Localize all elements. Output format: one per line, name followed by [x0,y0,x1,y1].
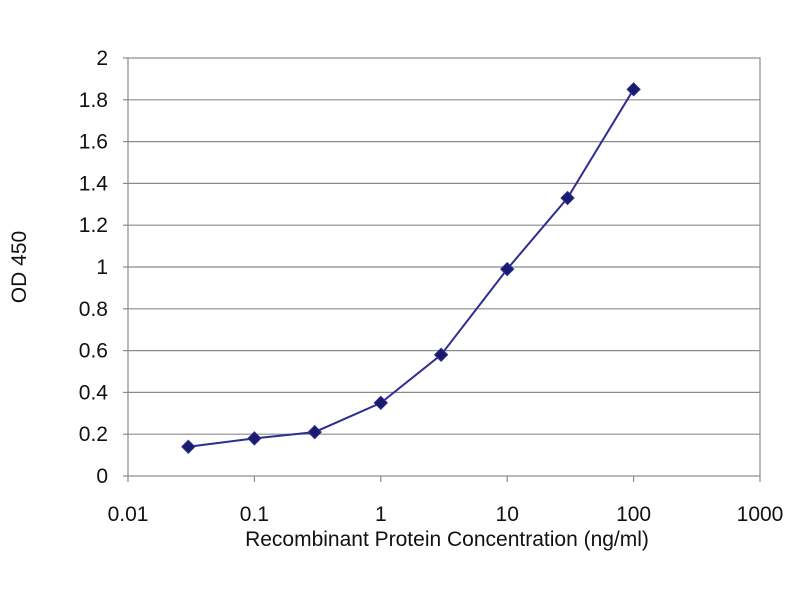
data-point [433,347,449,362]
y-axis-title: OD 450 [8,231,31,303]
series-group [181,82,641,454]
y-axis-ticks: 0 0.2 0.4 0.6 0.8 1 1.2 1.4 1.6 1.8 2 [79,47,128,488]
x-tick-label: 0.1 [240,503,269,526]
x-tick-label: 1000 [737,503,784,526]
y-tick-label: 0.8 [79,298,108,321]
gridlines [128,99,760,435]
y-tick-label: 0.4 [79,381,109,404]
x-tick-label: 1 [375,503,387,526]
data-point [373,395,389,411]
y-tick-label: 1.4 [79,172,109,195]
x-axis-title: Recombinant Protein Concentration (ng/ml… [245,528,649,551]
series-line [188,88,635,448]
data-point [307,424,322,440]
y-tick-label: 0.2 [79,423,108,446]
y-tick-label: 2 [96,47,108,70]
y-tick-label: 1 [96,256,108,279]
data-point [247,431,262,446]
y-tick-label: 1.2 [79,214,108,237]
data-point [626,82,641,97]
x-tick-label: 0.01 [108,503,149,526]
data-point [560,190,575,206]
y-tick-label: 0 [96,465,108,488]
x-axis-ticks: 0.01 0.1 1 10 100 1000 [108,476,784,526]
y-tick-label: 0.6 [79,340,108,363]
data-point [499,261,515,277]
data-point [181,439,196,454]
x-tick-label: 100 [616,503,651,526]
y-tick-label: 1.8 [79,89,108,112]
y-tick-label: 1.6 [79,131,108,154]
x-tick-label: 10 [496,503,519,526]
